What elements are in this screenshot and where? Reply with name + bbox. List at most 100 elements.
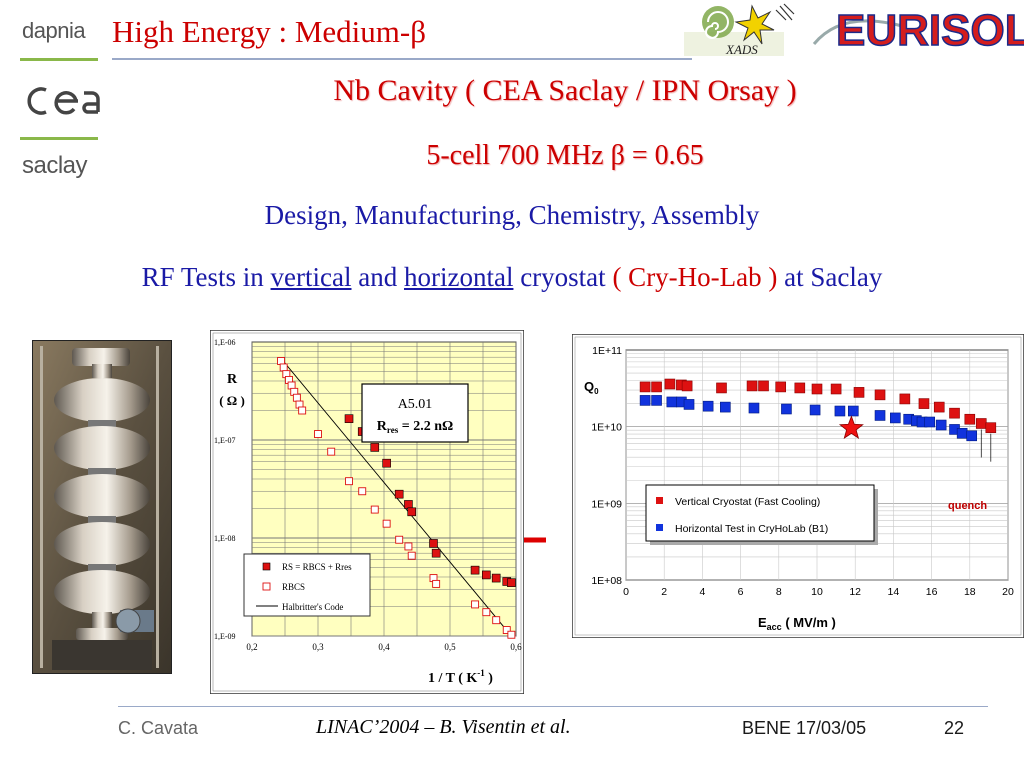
- rs-x-tick-label: 0,3: [312, 642, 324, 652]
- legend-vertical: Vertical Cryostat (Fast Cooling): [675, 496, 820, 508]
- eurisol-text: EURISOL: [835, 5, 1024, 56]
- q0-y-tick-label: 1E+10: [591, 422, 622, 434]
- legend-horizontal: Horizontal Test in CryHoLab (B1): [675, 523, 828, 535]
- cryostat-text: cryostat: [513, 262, 613, 292]
- rbcs-point: [395, 535, 404, 544]
- title-underline: [112, 58, 692, 60]
- vertical-cryostat-point: [975, 418, 987, 429]
- rs-y-tick-label: 1,E-09: [214, 632, 236, 641]
- rbcs-point: [279, 363, 288, 372]
- rs-point: [394, 489, 404, 499]
- legend-marker-filled: [262, 562, 271, 571]
- rs-ylabel-r: R: [227, 372, 238, 387]
- footer-page: 22: [944, 718, 965, 738]
- rs-xlabel: 1 / T ( K-1 ): [428, 668, 493, 686]
- rbcs-point: [492, 616, 501, 625]
- box-rres: Rres = 2.2 nΩ: [377, 419, 453, 435]
- rs-y-tick-label: 1,E-06: [214, 338, 236, 347]
- subtitle-specs: 5-cell 700 MHz β = 0.65: [426, 140, 704, 171]
- legend-blue-marker: [656, 524, 663, 531]
- horizontal-test-point: [935, 419, 947, 431]
- logo-divider: [20, 58, 98, 61]
- xads-text: XADS: [726, 42, 758, 57]
- horizontal-test-point: [956, 427, 968, 439]
- rs-x-tick-label: 0,6: [510, 642, 522, 652]
- q0-x-tick-label: 0: [623, 586, 629, 598]
- q0-x-tick-label: 14: [888, 586, 900, 598]
- footer-date: BENE 17/03/05: [742, 718, 867, 738]
- vertical-cryostat-point: [651, 381, 662, 393]
- rs-x-tick-label: 0,4: [378, 642, 390, 652]
- q0-x-tick-label: 2: [661, 586, 667, 598]
- rres-box: A5.01 Rres = 2.2 nΩ: [361, 383, 469, 443]
- q0-x-tick-label: 10: [811, 586, 823, 598]
- vertical-cryostat-point: [985, 422, 997, 433]
- eurisol-swoosh-icon: [812, 19, 903, 45]
- q0-x-tick-label: 20: [1002, 586, 1014, 598]
- q0-ylabel: Q0: [584, 379, 599, 396]
- horizontal-test-point: [890, 412, 901, 424]
- legend-halbritter: Halbritter's Code: [282, 602, 343, 612]
- cea-mark-icon: [27, 87, 100, 115]
- rs-chart-svg: 0,2 0,3 0,4 0,5 0,61,E-061,E-071,E-081,E-09 …: [209, 329, 525, 695]
- vertical-cryostat-point: [775, 381, 787, 393]
- vertical-cryostat-point: [664, 378, 676, 390]
- rbcs-point: [314, 430, 322, 439]
- rf-tests-line: RF Tests in vertical and horizontal cryo…: [0, 262, 1024, 293]
- rs-point: [470, 565, 480, 575]
- rbcs-point: [482, 608, 491, 617]
- q0-xlabel: Eacc ( MV/m ): [758, 615, 836, 632]
- horizontal-test-point: [874, 410, 886, 421]
- vertical-cryostat-point: [830, 383, 842, 395]
- vertical-cryostat-point: [949, 407, 960, 419]
- q0-legend: Vertical Cryostat (Fast Cooling) Horizon…: [645, 484, 878, 545]
- rbcs-point: [502, 626, 511, 635]
- legend-rs: RS = RBCS + Rres: [282, 562, 352, 572]
- vertical-cryostat-point: [853, 387, 865, 398]
- horizontal-test-point: [781, 403, 792, 415]
- q0-x-tick-label: 4: [699, 586, 705, 598]
- q0-chart: 0 2 4 6 8 10 12 14 16 18 20 1E+11 1E+10 1E+09 1E+08 Q0…: [571, 333, 1024, 639]
- lab-text: ( Cry-Ho-Lab ): [612, 262, 778, 292]
- slide-title: High Energy : Medium-β: [112, 14, 426, 49]
- horizontal-test-point: [809, 404, 821, 416]
- vertical-cryostat-point: [933, 401, 945, 413]
- horizontal-test-point: [847, 405, 859, 417]
- legend-marker-open: [262, 582, 271, 591]
- rs-point: [382, 458, 391, 468]
- horizontal-test-point: [702, 400, 714, 412]
- rbcs-point: [471, 600, 480, 609]
- vertical-cryostat-point: [746, 380, 758, 392]
- rbcs-point: [407, 551, 416, 560]
- footer-rule: [118, 706, 988, 707]
- quench-label: quench: [948, 500, 987, 512]
- q0-chart-svg: 0 2 4 6 8 10 12 14 16 18 20 1E+11 1E+10 1E+09 1E+08 Q0…: [571, 333, 1024, 639]
- horizontal-test-point: [748, 402, 760, 414]
- rs-point: [429, 539, 438, 548]
- rs-point: [370, 443, 380, 452]
- rbcs-point: [345, 477, 353, 486]
- q0-x-tick-label: 6: [738, 586, 744, 598]
- rbcs-point: [432, 579, 441, 588]
- vertical-cryostat-point: [918, 398, 930, 409]
- vertical-cryostat-point: [716, 382, 727, 394]
- vertical-cryostat-point: [874, 389, 886, 401]
- q0-y-tick-label: 1E+11: [592, 345, 622, 357]
- vertical-cryostat-point: [964, 413, 976, 425]
- rbcs-point: [292, 393, 301, 402]
- vertical-cryostat-point: [681, 380, 693, 392]
- q0-y-tick-label: 1E+09: [591, 498, 622, 510]
- vertical-cryostat-point: [794, 382, 806, 394]
- footer-author: C. Cavata: [118, 718, 199, 738]
- rs-point: [491, 573, 501, 583]
- rbcs-point: [370, 505, 379, 514]
- rs-y-tick-label: 1,E-07: [214, 436, 236, 445]
- rbcs-point: [507, 630, 516, 639]
- legend-rbcs: RBCS: [282, 582, 305, 592]
- saclay-logo: saclay: [22, 152, 88, 179]
- rs-point: [344, 414, 354, 423]
- dapnia-logo: dapnia: [22, 18, 86, 43]
- horizontal-test-point: [720, 401, 731, 413]
- logo-divider: [20, 137, 98, 140]
- rf-tests-text: RF Tests in: [141, 262, 271, 292]
